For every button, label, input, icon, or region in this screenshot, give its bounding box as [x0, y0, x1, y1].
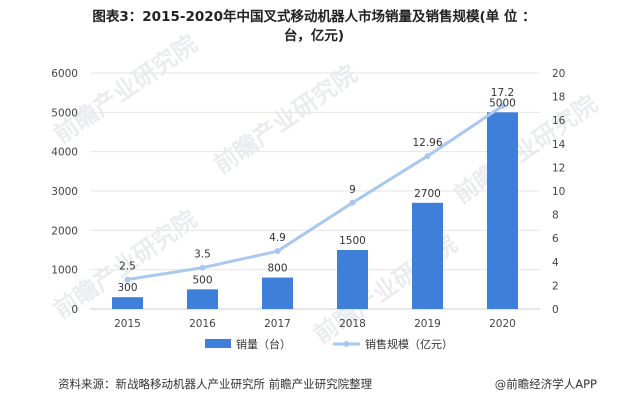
y-right-tick-label: 2 [552, 280, 559, 292]
y-left-tick-label: 5000 [51, 107, 78, 119]
y-right-tick-label: 10 [552, 186, 565, 198]
bar-data-label: 800 [267, 263, 287, 275]
legend-line-label: 销售规模（亿元） [365, 337, 453, 351]
line-point [199, 264, 206, 271]
legend-bar-swatch [205, 339, 231, 348]
bar [187, 289, 218, 309]
line-data-label: 2.5 [119, 261, 136, 273]
y-left-tick-label: 1000 [51, 265, 78, 277]
line-data-label: 3.5 [194, 249, 211, 261]
y-left-tick-label: 3000 [51, 186, 78, 198]
bar-data-label: 2700 [414, 188, 441, 200]
chart-title: 图表3：2015-2020年中国叉式移动机器人市场销量及销售规模(单 位 ： 台… [24, 8, 604, 46]
bar [487, 112, 518, 309]
line-point [274, 248, 281, 255]
chart-title-line-1: 图表3：2015-2020年中国叉式移动机器人市场销量及销售规模(单 位 ： [92, 9, 536, 25]
y-right-tick-label: 18 [552, 92, 565, 104]
line-point [499, 103, 506, 110]
x-tick-label: 2019 [414, 318, 441, 330]
line-series [126, 104, 504, 281]
bar-data-label: 500 [192, 274, 212, 286]
bar [262, 277, 293, 309]
x-tick-label: 2017 [264, 318, 291, 330]
line-data-label: 4.9 [269, 232, 286, 244]
legend-line-marker [343, 341, 350, 347]
line-data-label: 9 [349, 184, 356, 196]
line-data-label: 12.96 [412, 137, 442, 149]
y-left-tick-label: 2000 [51, 225, 78, 237]
bar [337, 250, 368, 309]
bar-data-label: 5000 [489, 97, 516, 109]
x-tick-label: 2020 [489, 318, 516, 330]
y-left-tick-label: 4000 [51, 147, 78, 159]
source-note: 资料来源：新战略移动机器人产业研究所 前瞻产业研究院整理 [58, 377, 373, 391]
y-right-tick-label: 16 [552, 115, 566, 127]
bar-data-label: 300 [117, 282, 137, 294]
chart-title-line-2: 台，亿元) [283, 28, 345, 44]
y-right-tick-label: 6 [552, 233, 559, 245]
y-left-tick-label: 0 [71, 304, 78, 316]
legend-bar-label: 销量（台） [236, 337, 291, 351]
y-right-tick-label: 12 [552, 162, 565, 174]
line-point [349, 199, 356, 206]
y-right-tick-label: 20 [552, 68, 565, 80]
x-tick-label: 2016 [189, 318, 216, 330]
line-data-label: 17.2 [491, 87, 514, 99]
x-tick-label: 2018 [339, 318, 366, 330]
y-right-tick-label: 4 [552, 257, 559, 269]
bar [412, 202, 443, 309]
bar-data-label: 1500 [339, 235, 366, 247]
bar [112, 297, 143, 309]
line-point [124, 276, 131, 283]
credit-note: @前瞻经济学人APP [494, 377, 597, 391]
y-left-tick-label: 6000 [51, 68, 78, 80]
line-point [424, 153, 431, 160]
y-right-tick-label: 0 [552, 304, 559, 316]
y-right-tick-label: 8 [552, 210, 559, 222]
y-right-tick-label: 14 [552, 139, 566, 151]
x-tick-label: 2015 [114, 318, 141, 330]
